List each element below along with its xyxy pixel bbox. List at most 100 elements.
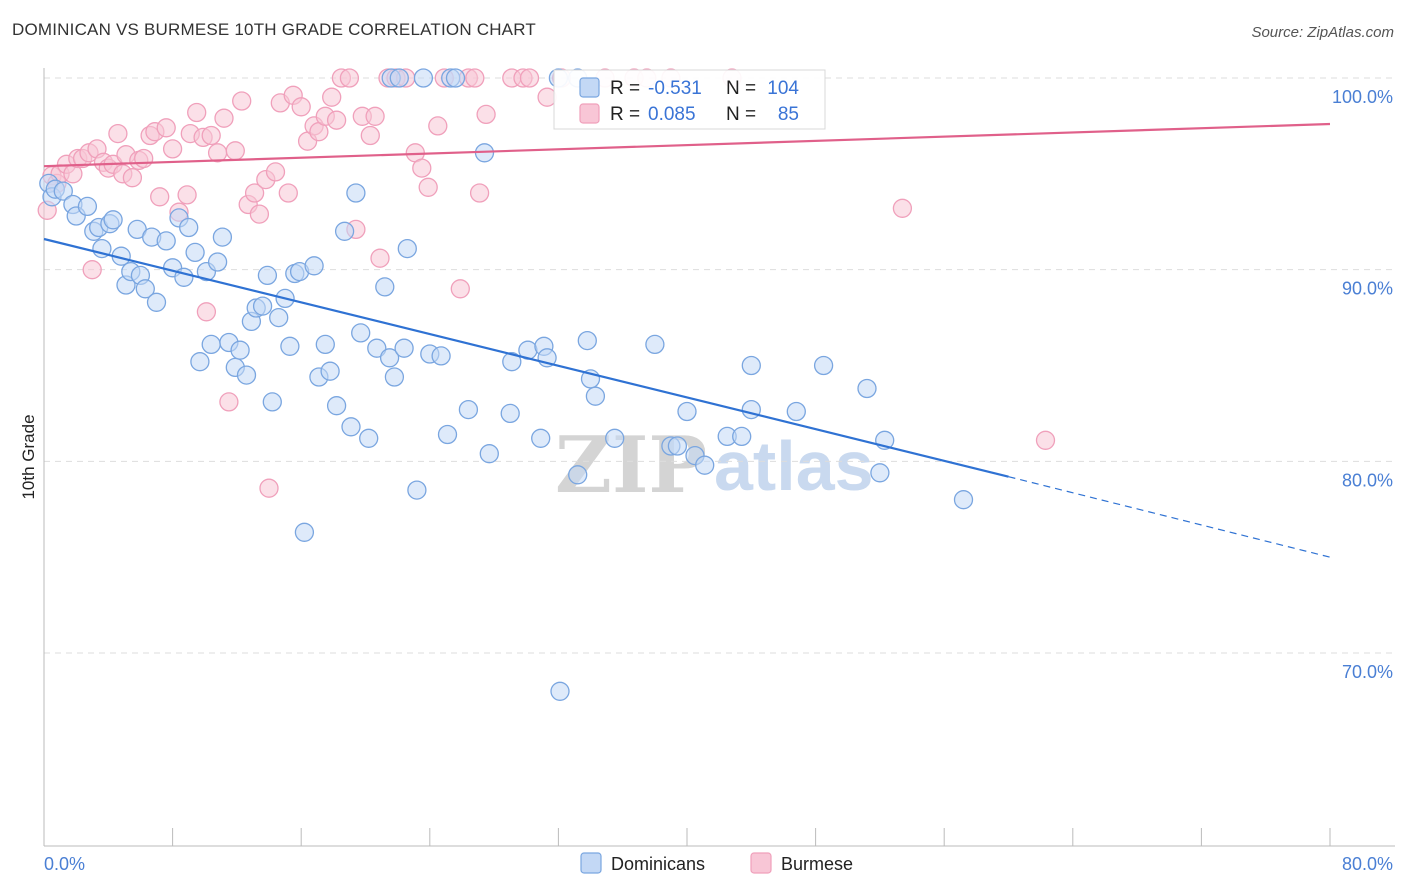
burmese-point-19: [134, 148, 154, 169]
dominicans-point-38: [257, 265, 278, 286]
bottom-legend-swatch-burmese: [750, 852, 772, 874]
dominicans-point-76: [568, 465, 588, 485]
dominicans-point-28: [201, 334, 221, 355]
dominicans-point-19: [146, 292, 167, 312]
burmese-point-23: [156, 118, 176, 138]
dominicans-point-49: [320, 361, 340, 381]
burmese-point-34: [219, 392, 239, 412]
dominicans-point-39: [262, 392, 282, 412]
trendlines: [43, 122, 1331, 558]
burmese-point-38: [244, 183, 265, 203]
dominicans-point-60: [394, 338, 414, 358]
burmese-point-71: [469, 183, 490, 203]
dominicans-point-88: [732, 426, 752, 447]
dominicans-point-94: [870, 463, 890, 483]
burmese-point-65: [418, 177, 438, 197]
burmese-point-33: [214, 108, 234, 128]
burmese-point-72: [476, 104, 496, 125]
dominicans-point-46: [304, 256, 324, 276]
dominicans-point-80: [605, 428, 625, 448]
dominicans-point-6: [77, 196, 98, 217]
dominicans-point-61: [397, 238, 417, 259]
chart-title: DOMINICAN VS BURMESE 10TH GRADE CORRELAT…: [12, 20, 536, 39]
x-tick-label-max: 80.0%: [1342, 854, 1393, 874]
burmese-point-54: [339, 68, 360, 88]
dominicans-point-29: [207, 252, 228, 272]
dominicans-point-75: [550, 681, 570, 701]
dominicans-point-42: [280, 336, 300, 356]
dominicans-trendline: [43, 237, 1009, 478]
dominicans-point-30: [212, 227, 233, 247]
dominicans-point-86: [695, 455, 715, 475]
burmese-trendline: [43, 122, 1331, 168]
dominicans-point-57: [375, 277, 395, 297]
dominicans-point-3: [53, 181, 73, 201]
y-axis-title: 10th Grade: [19, 414, 38, 499]
burmese-point-51: [322, 87, 342, 107]
burmese-point-35: [225, 141, 245, 161]
dominicans-point-64: [431, 346, 451, 366]
dominicans-point-33: [230, 340, 250, 360]
burmese-point-39: [249, 204, 270, 224]
dominicans-point-53: [346, 183, 366, 203]
burmese-point-28: [187, 102, 207, 123]
dominicans-point-26: [190, 352, 210, 372]
dominicans-point-81: [645, 334, 665, 355]
legend-swatch-dominicans: [579, 77, 600, 98]
burmese-point-68: [450, 279, 470, 299]
burmese-point-44: [278, 183, 298, 203]
y-tick-label-90: 90.0%: [1342, 279, 1393, 299]
legend-r-label-1: R =: [610, 78, 640, 99]
dominicans-point-50: [326, 396, 347, 416]
series-dominicans: [39, 68, 974, 701]
bottom-legend-label-dominicans: Dominicans: [611, 854, 705, 874]
burmese-point-30: [196, 302, 217, 322]
dominicans-point-37: [252, 296, 273, 316]
burmese-point-76: [537, 87, 557, 107]
dominicans-point-77: [577, 330, 597, 351]
dominicans-point-70: [502, 352, 522, 372]
source-credit: Source: ZipAtlas.com: [1251, 24, 1394, 41]
dominicans-point-68: [479, 444, 499, 464]
dominicans-point-93: [857, 378, 877, 399]
dominicans-point-34: [236, 365, 257, 385]
dominicans-point-54: [351, 323, 371, 343]
dominicans-point-69: [500, 403, 520, 424]
series-burmese: [37, 68, 1056, 498]
x-tick-label-min: 0.0%: [44, 854, 85, 874]
legend-n-value-2: 85: [778, 104, 799, 125]
dominicans-point-24: [179, 217, 199, 238]
dominicans-point-59: [384, 367, 405, 387]
x-axis-ticks: [43, 828, 1331, 846]
correlation-legend: R = -0.531 N = 104 R = 0.085 N = 85: [553, 69, 826, 130]
bottom-legend-swatch-dominicans: [580, 852, 602, 874]
burmese-point-17: [122, 168, 143, 188]
burmese-point-24: [162, 139, 183, 159]
burmese-point-46: [291, 97, 311, 117]
legend-r-value-2: 0.085: [648, 104, 696, 125]
y-tick-label-70: 70.0%: [1342, 662, 1393, 682]
y-tick-label-100: 100.0%: [1332, 87, 1393, 107]
dominicans-point-99: [413, 68, 434, 88]
burmese-point-32: [207, 143, 228, 163]
burmese-point-41: [259, 478, 279, 498]
burmese-point-36: [232, 91, 252, 111]
burmese-point-66: [428, 116, 448, 136]
burmese-point-83: [892, 198, 913, 218]
dominicans-point-96: [953, 490, 974, 510]
dominicans-point-65: [437, 424, 458, 445]
dominicans-point-17: [135, 279, 155, 299]
dominicans-point-55: [359, 428, 379, 448]
legend-r-label-2: R =: [610, 104, 640, 125]
burmese-point-84: [1035, 430, 1056, 450]
dominicans-point-56: [367, 338, 387, 358]
dominicans-point-20: [156, 231, 176, 251]
dominicans-point-72: [531, 428, 551, 448]
dominicans-point-48: [315, 334, 335, 355]
dominicans-point-90: [741, 355, 761, 376]
dominicans-point-84: [677, 401, 697, 422]
burmese-point-26: [177, 185, 197, 205]
burmese-point-70: [465, 68, 485, 88]
dominicans-point-45: [294, 522, 315, 542]
